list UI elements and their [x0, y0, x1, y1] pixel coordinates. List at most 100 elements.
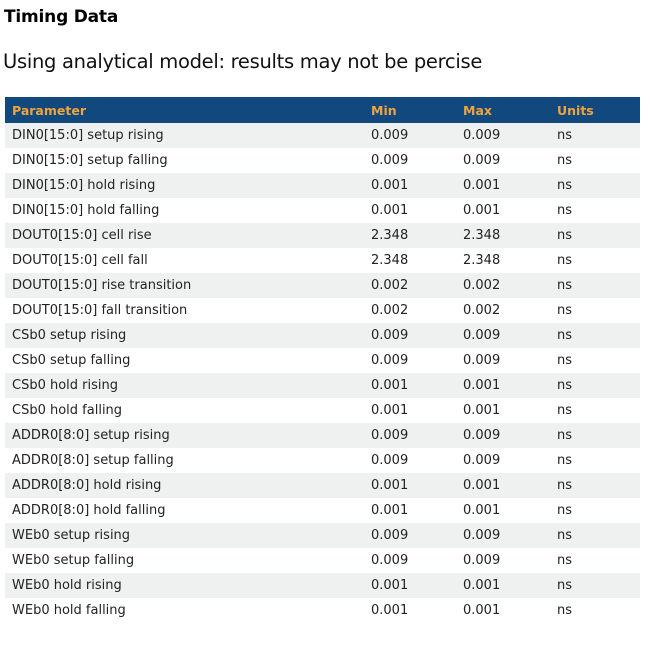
units-cell: ns	[557, 303, 573, 318]
min-cell: 2.348	[371, 253, 409, 268]
min-cell: 0.002	[371, 278, 409, 293]
parameter-cell: DIN0[15:0] setup rising	[12, 128, 164, 143]
units-cell: ns	[557, 528, 573, 543]
parameter-cell: ADDR0[8:0] setup rising	[12, 428, 170, 443]
table-header-row: Parameter Min Max Units	[5, 97, 640, 123]
units-cell: ns	[557, 278, 573, 293]
min-cell: 0.001	[371, 478, 409, 493]
table-row: WEb0 hold rising 0.001 0.001 ns	[5, 573, 640, 598]
table-row: DIN0[15:0] setup falling 0.009 0.009 ns	[5, 148, 640, 173]
max-cell: 0.009	[463, 528, 501, 543]
units-cell: ns	[557, 328, 573, 343]
min-cell: 0.001	[371, 578, 409, 593]
parameter-cell: DOUT0[15:0] rise transition	[12, 278, 192, 293]
units-cell: ns	[557, 453, 573, 468]
max-cell: 0.009	[463, 553, 501, 568]
table-row: WEb0 setup falling 0.009 0.009 ns	[5, 548, 640, 573]
table-row: DOUT0[15:0] cell rise 2.348 2.348 ns	[5, 223, 640, 248]
parameter-cell: DOUT0[15:0] cell fall	[12, 253, 148, 268]
column-header-max: Max	[463, 102, 492, 118]
table-row: CSb0 setup falling 0.009 0.009 ns	[5, 348, 640, 373]
max-cell: 0.001	[463, 603, 501, 618]
units-cell: ns	[557, 153, 573, 168]
min-cell: 0.009	[371, 553, 409, 568]
min-cell: 0.009	[371, 428, 409, 443]
units-cell: ns	[557, 228, 573, 243]
table-row: CSb0 setup rising 0.009 0.009 ns	[5, 323, 640, 348]
max-cell: 0.001	[463, 403, 501, 418]
max-cell: 0.009	[463, 353, 501, 368]
page-subtitle: Using analytical model: results may not …	[3, 50, 483, 73]
max-cell: 0.001	[463, 503, 501, 518]
parameter-cell: WEb0 setup rising	[12, 528, 131, 543]
table-row: ADDR0[8:0] setup falling 0.009 0.009 ns	[5, 448, 640, 473]
table-row: ADDR0[8:0] hold falling 0.001 0.001 ns	[5, 498, 640, 523]
parameter-cell: ADDR0[8:0] hold rising	[12, 478, 162, 493]
min-cell: 2.348	[371, 228, 409, 243]
page-title: Timing Data	[4, 7, 119, 27]
table-row: DIN0[15:0] hold falling 0.001 0.001 ns	[5, 198, 640, 223]
table-row: WEb0 setup rising 0.009 0.009 ns	[5, 523, 640, 548]
max-cell: 0.001	[463, 203, 501, 218]
units-cell: ns	[557, 553, 573, 568]
min-cell: 0.009	[371, 128, 409, 143]
parameter-cell: WEb0 setup falling	[12, 553, 135, 568]
max-cell: 0.001	[463, 178, 501, 193]
units-cell: ns	[557, 578, 573, 593]
min-cell: 0.001	[371, 403, 409, 418]
column-header-parameter: Parameter	[12, 102, 86, 118]
parameter-cell: DIN0[15:0] hold falling	[12, 203, 160, 218]
table-row: DIN0[15:0] setup rising 0.009 0.009 ns	[5, 123, 640, 148]
max-cell: 0.009	[463, 328, 501, 343]
parameter-cell: DIN0[15:0] hold rising	[12, 178, 156, 193]
parameter-cell: DIN0[15:0] setup falling	[12, 153, 168, 168]
units-cell: ns	[557, 203, 573, 218]
table-row: DOUT0[15:0] cell fall 2.348 2.348 ns	[5, 248, 640, 273]
parameter-cell: CSb0 setup falling	[12, 353, 131, 368]
units-cell: ns	[557, 478, 573, 493]
min-cell: 0.009	[371, 528, 409, 543]
min-cell: 0.001	[371, 603, 409, 618]
min-cell: 0.009	[371, 328, 409, 343]
table-row: DIN0[15:0] hold rising 0.001 0.001 ns	[5, 173, 640, 198]
min-cell: 0.001	[371, 203, 409, 218]
units-cell: ns	[557, 353, 573, 368]
parameter-cell: ADDR0[8:0] hold falling	[12, 503, 166, 518]
parameter-cell: DOUT0[15:0] fall transition	[12, 303, 188, 318]
min-cell: 0.009	[371, 353, 409, 368]
column-header-min: Min	[371, 102, 397, 118]
table-row: CSb0 hold rising 0.001 0.001 ns	[5, 373, 640, 398]
table-row: DOUT0[15:0] fall transition 0.002 0.002 …	[5, 298, 640, 323]
max-cell: 0.009	[463, 453, 501, 468]
parameter-cell: CSb0 setup rising	[12, 328, 127, 343]
units-cell: ns	[557, 178, 573, 193]
parameter-cell: DOUT0[15:0] cell rise	[12, 228, 152, 243]
table-row: ADDR0[8:0] hold rising 0.001 0.001 ns	[5, 473, 640, 498]
min-cell: 0.002	[371, 303, 409, 318]
max-cell: 0.001	[463, 478, 501, 493]
max-cell: 0.009	[463, 428, 501, 443]
max-cell: 0.001	[463, 378, 501, 393]
max-cell: 0.002	[463, 303, 501, 318]
units-cell: ns	[557, 253, 573, 268]
parameter-cell: CSb0 hold falling	[12, 403, 123, 418]
min-cell: 0.001	[371, 178, 409, 193]
max-cell: 0.001	[463, 578, 501, 593]
min-cell: 0.009	[371, 453, 409, 468]
units-cell: ns	[557, 128, 573, 143]
parameter-cell: ADDR0[8:0] setup falling	[12, 453, 174, 468]
units-cell: ns	[557, 428, 573, 443]
max-cell: 0.009	[463, 153, 501, 168]
table-row: DOUT0[15:0] rise transition 0.002 0.002 …	[5, 273, 640, 298]
max-cell: 0.002	[463, 278, 501, 293]
max-cell: 2.348	[463, 228, 501, 243]
units-cell: ns	[557, 403, 573, 418]
table-row: CSb0 hold falling 0.001 0.001 ns	[5, 398, 640, 423]
timing-table: Parameter Min Max Units DIN0[15:0] setup…	[5, 97, 640, 623]
table-row: WEb0 hold falling 0.001 0.001 ns	[5, 598, 640, 623]
max-cell: 2.348	[463, 253, 501, 268]
parameter-cell: WEb0 hold rising	[12, 578, 122, 593]
units-cell: ns	[557, 378, 573, 393]
min-cell: 0.009	[371, 153, 409, 168]
